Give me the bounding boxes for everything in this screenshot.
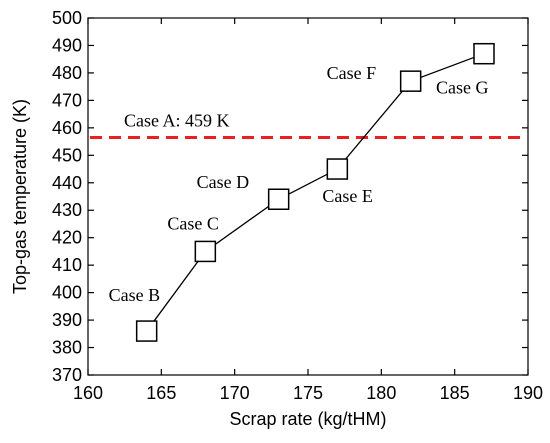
data-point-marker <box>473 42 495 65</box>
y-tick-label: 460 <box>52 118 82 138</box>
y-tick-label: 490 <box>52 35 82 55</box>
x-tick-label: 175 <box>293 383 323 403</box>
y-tick-label: 410 <box>52 255 82 275</box>
plot-frame <box>87 17 529 376</box>
x-tick-label: 165 <box>146 383 176 403</box>
series-group: Case B Case C Case D Case E Case F Case G <box>109 42 495 342</box>
y-tick-label: 450 <box>52 145 82 165</box>
y-ticks: 370 380 390 400 410 420 430 440 450 460 470 480 490 5… <box>52 8 528 385</box>
data-point-marker <box>267 188 290 210</box>
y-tick-label: 400 <box>52 283 82 303</box>
reference-line-label: Case A: 459 K <box>124 110 230 130</box>
reference-line-group: Case A: 459 K <box>90 110 526 139</box>
series-line <box>146 53 485 332</box>
x-tick-label: 160 <box>73 383 103 403</box>
y-tick-label: 500 <box>52 8 82 28</box>
y-axis-label: Top-gas temperature (K) <box>10 99 30 294</box>
data-point-label: Case F <box>327 63 377 83</box>
data-point-marker <box>399 70 422 92</box>
x-tick-label: 190 <box>513 383 543 403</box>
data-point-label: Case G <box>436 78 489 98</box>
y-tick-label: 370 <box>52 365 82 385</box>
x-axis-label: Scrap rate (kg/tHM) <box>229 409 386 429</box>
data-point-marker <box>135 320 158 342</box>
y-tick-label: 380 <box>52 338 82 358</box>
y-tick-label: 420 <box>52 228 82 248</box>
data-point-label: Case C <box>167 213 219 233</box>
y-tick-label: 430 <box>52 200 82 220</box>
x-tick-label: 170 <box>220 383 250 403</box>
y-tick-label: 470 <box>52 90 82 110</box>
y-tick-label: 390 <box>52 310 82 330</box>
data-point-marker <box>194 240 217 263</box>
data-point-label: Case D <box>197 172 250 192</box>
data-point-marker <box>326 158 349 180</box>
y-tick-label: 440 <box>52 173 82 193</box>
x-tick-label: 180 <box>366 383 396 403</box>
data-point-label: Case E <box>322 186 372 206</box>
x-ticks: 160 165 170 175 180 185 190 <box>73 18 543 403</box>
data-point-label: Case B <box>109 285 160 305</box>
y-tick-label: 480 <box>52 63 82 83</box>
x-tick-label: 185 <box>440 383 470 403</box>
